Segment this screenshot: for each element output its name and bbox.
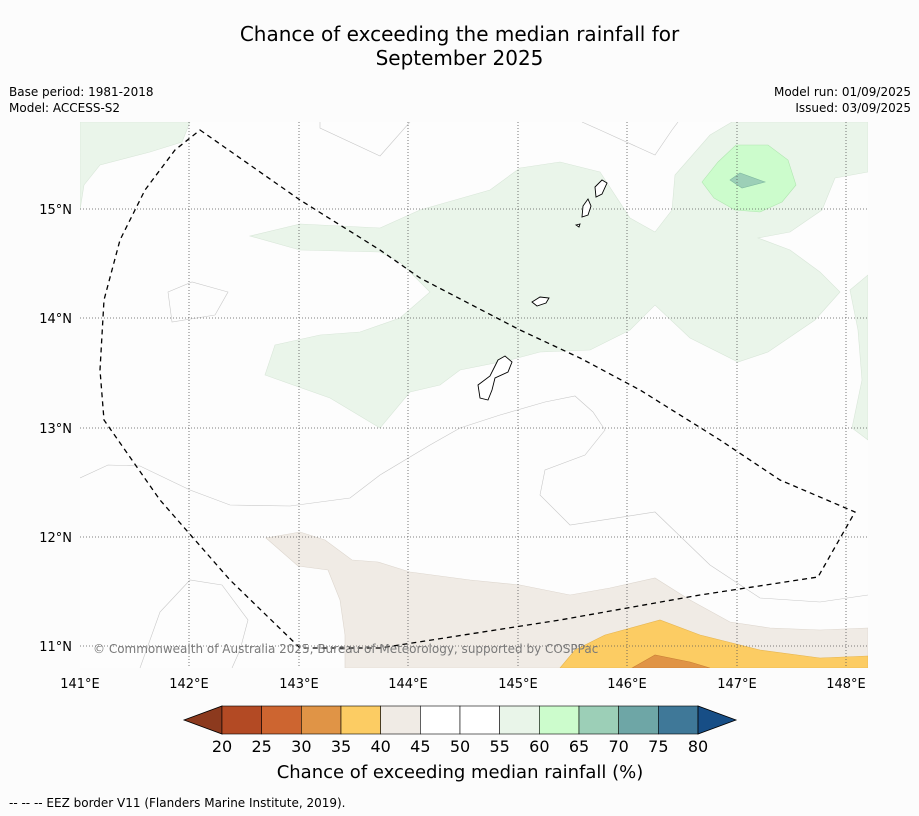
lon-label-148: 148°E [826, 677, 866, 692]
colorbar-tick-label: 50 [450, 737, 470, 756]
graticule [80, 122, 868, 668]
model-run: Model run: 01/09/2025 [773, 85, 911, 99]
title-line-1: Chance of exceeding the median rainfall … [239, 22, 680, 46]
lon-label-145: 145°E [498, 677, 538, 692]
lat-label-12: 12°N [39, 531, 72, 546]
colorbar-tick-label: 80 [688, 737, 708, 756]
colorbar-segment [499, 705, 540, 735]
map-plot: © Commonwealth of Australia 2025, Bureau… [80, 122, 868, 668]
colorbar-segment [380, 705, 421, 735]
lon-label-147: 147°E [717, 677, 757, 692]
colorbar-tick-label: 60 [529, 737, 549, 756]
colorbar-segment [261, 705, 302, 735]
colorbar-segment [340, 705, 381, 735]
contour-line-4 [80, 395, 868, 603]
colorbar-tick-label: 30 [291, 737, 311, 756]
colorbar-segment [618, 705, 659, 735]
lat-label-13: 13°N [39, 422, 72, 437]
island-tinian [581, 198, 592, 218]
lat-label-11: 11°N [39, 640, 72, 655]
colorbar-tick-label: 35 [331, 737, 351, 756]
title-line-2: September 2025 [375, 46, 544, 70]
contour-55-60-central [248, 122, 868, 429]
lon-label-143: 143°E [279, 677, 319, 692]
colorbar-segment [459, 705, 500, 735]
contour-55-60-east [849, 274, 868, 441]
colorbar-label: Chance of exceeding median rainfall (%) [277, 762, 644, 783]
island-saipan [594, 179, 608, 198]
contour-line-3 [167, 281, 229, 323]
island-rota [531, 296, 550, 307]
lat-labels: 15°N 14°N 13°N 12°N 11°N [39, 203, 72, 655]
colorbar-segment [221, 705, 262, 735]
issued-date: Issued: 03/09/2025 [795, 101, 911, 115]
colorbar-tick-label: 75 [648, 737, 668, 756]
model-name: Model: ACCESS-S2 [9, 101, 121, 115]
colorbar-segment [539, 705, 580, 735]
colorbar-tick-label: 70 [608, 737, 628, 756]
meta-right: Model run: 01/09/2025 Issued: 03/09/2025 [774, 84, 911, 116]
base-period: Base period: 1981-2018 [9, 85, 154, 99]
map-title: Chance of exceeding the median rainfall … [0, 22, 919, 70]
colorbar-tick-label: 25 [251, 737, 271, 756]
contour-line-1 [319, 122, 411, 157]
colorbar-tick-label: 40 [370, 737, 390, 756]
colorbar-segment [658, 705, 699, 735]
lat-label-15: 15°N [39, 203, 72, 218]
colorbar-extend-high [697, 705, 738, 735]
contour-35-40 [559, 619, 868, 668]
lon-label-142: 142°E [169, 677, 209, 692]
colorbar-tick-label: 65 [569, 737, 589, 756]
lon-label-146: 146°E [607, 677, 647, 692]
island-aguijan [574, 223, 581, 228]
copyright-text: © Commonwealth of Australia 2025, Bureau… [93, 642, 598, 656]
colorbar-tick-label: 55 [489, 737, 509, 756]
lon-label-141: 141°E [60, 677, 100, 692]
contour-30-35 [631, 654, 711, 668]
contour-40-45 [265, 531, 868, 668]
colorbar-tick-label: 45 [410, 737, 430, 756]
lon-label-144: 144°E [388, 677, 428, 692]
colorbar-segment [578, 705, 619, 735]
island-guam [477, 355, 513, 401]
contour-line-2 [581, 122, 679, 156]
contour-65-70 [729, 172, 767, 189]
contour-line-5 [139, 579, 249, 668]
eez-legend-note: -- -- -- EEZ border V11 (Flanders Marine… [9, 796, 346, 810]
colorbar-segment [420, 705, 461, 735]
colorbar-segment [301, 705, 342, 735]
colorbar [182, 705, 738, 735]
colorbar-ticks: 20 25 30 35 40 45 50 55 60 65 70 75 80 [212, 737, 708, 756]
contour-lines [80, 122, 868, 668]
lat-label-14: 14°N [39, 312, 72, 327]
colorbar-extend-low [182, 705, 223, 735]
meta-left: Base period: 1981-2018 Model: ACCESS-S2 [9, 84, 154, 116]
islands [477, 179, 608, 401]
colorbar-tick-label: 20 [212, 737, 232, 756]
lon-labels: 141°E 142°E 143°E 144°E 145°E 146°E 147°… [60, 677, 866, 692]
